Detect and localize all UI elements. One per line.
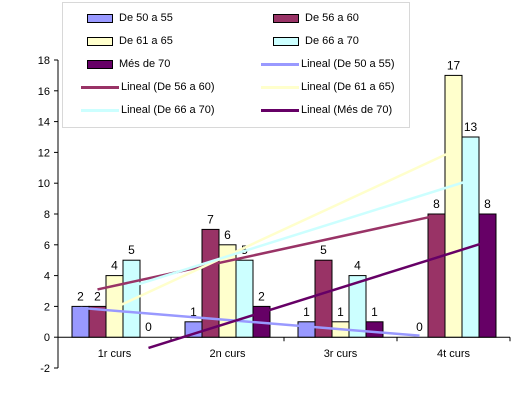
legend-label: De 61 a 65 — [119, 35, 173, 47]
legend-label: De 50 a 55 — [119, 12, 173, 24]
trendline — [148, 240, 488, 350]
data-label: 2 — [94, 289, 101, 303]
y-tick-label: 2 — [44, 301, 50, 313]
bar — [444, 74, 463, 338]
legend-line — [261, 62, 299, 66]
data-label: 5 — [320, 243, 327, 257]
data-label: 2 — [258, 289, 265, 303]
legend-label: De 56 a 60 — [305, 12, 359, 24]
legend-item-lineal-de-61-a-65: Lineal (De 61 a 65) — [261, 78, 395, 96]
legend-swatch — [273, 13, 299, 23]
trendline — [113, 149, 455, 310]
legend-item-mes-de-70: Més de 70 — [87, 55, 170, 73]
legend-label: Lineal (De 50 a 55) — [301, 58, 395, 70]
legend-item-lineal-de-56-a-60: Lineal (De 56 a 60) — [81, 78, 215, 96]
data-label: 5 — [128, 243, 135, 257]
data-label: 1 — [337, 305, 344, 319]
trendline — [80, 306, 420, 337]
legend-label: Lineal (De 66 a 70) — [121, 104, 215, 116]
y-tick-label: -2 — [40, 363, 50, 375]
data-label: 1 — [303, 305, 310, 319]
y-tick-label: 0 — [44, 332, 50, 344]
trendline — [131, 178, 471, 288]
y-tick-label: 16 — [38, 86, 50, 98]
legend-item-lineal-de-50-a-55: Lineal (De 50 a 55) — [261, 55, 395, 73]
data-label: 1 — [371, 305, 378, 319]
data-label: 2 — [77, 289, 84, 303]
data-label: 6 — [224, 228, 231, 242]
legend-swatch — [87, 59, 113, 69]
legend-label: Lineal (De 61 a 65) — [301, 81, 395, 93]
legend-label: Més de 70 — [119, 58, 171, 70]
legend-line — [81, 108, 119, 112]
data-label: 0 — [416, 320, 423, 334]
legend-swatch — [87, 13, 113, 23]
y-tick-label: 18 — [38, 55, 50, 67]
data-label: 8 — [484, 197, 491, 211]
y-tick-label: 14 — [38, 117, 50, 129]
legend-label: Lineal (Més de 70) — [301, 104, 393, 116]
data-label: 4 — [111, 259, 118, 273]
bar — [71, 305, 90, 338]
legend-swatch — [87, 36, 113, 46]
bar — [461, 136, 480, 338]
legend-item-lineal-mes-de-70: Lineal (Més de 70) — [261, 101, 392, 119]
y-tick-label: 12 — [38, 147, 50, 159]
legend-label: Lineal (De 56 a 60) — [121, 81, 215, 93]
bar — [297, 321, 316, 338]
legend-item-de-56-a-60: De 56 a 60 — [273, 9, 359, 27]
data-label: 7 — [207, 212, 214, 226]
y-tick-label: 10 — [38, 178, 50, 190]
legend-line — [261, 85, 299, 89]
bar — [348, 275, 367, 338]
legend-swatch — [273, 36, 299, 46]
data-label: 17 — [447, 58, 461, 72]
y-tick-label: 6 — [44, 240, 50, 252]
data-label: 8 — [433, 197, 440, 211]
legend-line — [261, 108, 299, 112]
data-label: 4 — [354, 259, 361, 273]
chart-legend: De 50 a 55 De 56 a 60 De 61 a 65 De 66 a… — [62, 2, 410, 128]
y-tick-label: 8 — [44, 209, 50, 221]
bar — [201, 228, 220, 338]
legend-item-de-66-a-70: De 66 a 70 — [273, 32, 359, 50]
x-tick-label: 3r curs — [324, 348, 358, 360]
bar — [365, 321, 384, 338]
trendline — [97, 214, 437, 291]
y-tick-label: 4 — [44, 271, 50, 283]
legend-item-lineal-de-66-a-70: Lineal (De 66 a 70) — [81, 101, 215, 119]
bar — [314, 259, 333, 338]
data-label: 0 — [145, 320, 152, 334]
legend-item-de-50-a-55: De 50 a 55 — [87, 9, 173, 27]
x-tick-label: 1r curs — [98, 348, 132, 360]
bar — [235, 259, 254, 338]
data-label: 1 — [190, 305, 197, 319]
x-tick-label: 4t curs — [437, 348, 471, 360]
bar — [427, 213, 446, 338]
legend-label: De 66 a 70 — [305, 35, 359, 47]
bar — [478, 213, 497, 338]
data-label: 13 — [464, 120, 478, 134]
x-tick-label: 2n curs — [209, 348, 246, 360]
legend-item-de-61-a-65: De 61 a 65 — [87, 32, 173, 50]
legend-line — [81, 85, 119, 89]
